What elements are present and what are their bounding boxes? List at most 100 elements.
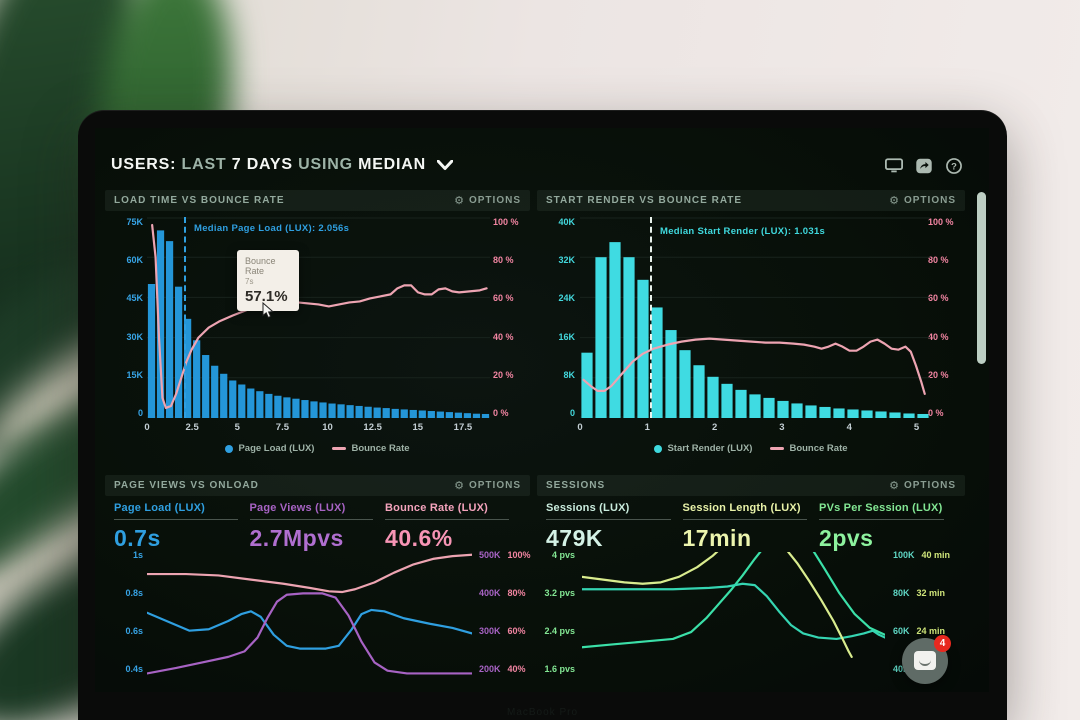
- legend-page-load[interactable]: Page Load (LUX): [225, 443, 314, 454]
- help-icon[interactable]: ?: [945, 158, 963, 174]
- metric-sessions: Sessions (LUX) 479K: [546, 502, 683, 552]
- legend-start-render[interactable]: Start Render (LUX): [654, 443, 752, 454]
- axis-tick: 5: [234, 422, 240, 433]
- axis-tick: 1.6 pvs: [544, 663, 575, 674]
- panel-title: SESSIONS: [546, 480, 606, 491]
- axis-tick: 8K: [563, 369, 575, 380]
- axis-tick: 1s: [132, 549, 143, 560]
- metric-page-views: Page Views (LUX) 2.7Mpvs: [249, 502, 386, 552]
- metric-pvs-per-session: PVs Per Session (LUX) 2pvs: [819, 502, 956, 552]
- legend-line-icon: [770, 447, 785, 450]
- title-using: USING: [298, 156, 353, 173]
- axis-tick-pair: 80K 32 min: [893, 587, 946, 598]
- axis-tick: 2.4 pvs: [544, 625, 575, 636]
- metric-page-load: Page Load (LUX) 0.7s: [114, 502, 250, 552]
- axis-tick: 3: [779, 422, 785, 433]
- axis-tick-pair: 200K 40%: [479, 663, 526, 674]
- page-views-chart: [147, 552, 472, 690]
- axis-tick-pair: 100K 40 min: [893, 549, 951, 560]
- axis-tick: 60 %: [493, 293, 514, 304]
- title-days: 7 DAYS: [231, 156, 293, 173]
- axis-tick: 2.5: [185, 422, 199, 433]
- median-line: [650, 217, 652, 418]
- y-axis-left-pvs: 4 pvs 3.2 pvs 2.4 pvs 1.6 pvs: [537, 549, 575, 690]
- axis-tick: 60 %: [928, 293, 949, 304]
- chart-tooltip: Bounce Rate 7s 57.1%: [237, 250, 299, 311]
- panel-start-render-header: START RENDER VS BOUNCE RATE ⚙ OPTIONS: [537, 190, 965, 211]
- median-label: Median Page Load (LUX): 2.056s: [194, 223, 350, 234]
- scrollbar-thumb[interactable]: [977, 192, 986, 364]
- start-render-chart: [580, 217, 930, 418]
- y-axis-right-bounce: 100 % 80 % 60 % 40 % 20 % 0 %: [928, 217, 963, 418]
- title-users: USERS:: [111, 156, 177, 173]
- axis-tick: 15K: [126, 369, 143, 380]
- options-button[interactable]: ⚙ OPTIONS: [454, 195, 521, 207]
- legend-line-icon: [332, 447, 347, 450]
- metric-value: 0.7s: [114, 525, 161, 551]
- axis-tick: 45K: [126, 293, 143, 304]
- median-line: [184, 217, 186, 418]
- load-time-chart: [147, 217, 490, 418]
- chat-widget-button[interactable]: 4: [902, 635, 951, 684]
- axis-tick: 7.5: [275, 422, 289, 433]
- options-button[interactable]: ⚙ OPTIONS: [454, 480, 521, 492]
- y-axis-left-load-time: 75K 60K 45K 30K 15K 0: [107, 217, 143, 418]
- axis-tick: 0 %: [928, 407, 944, 418]
- sessions-chart: [582, 552, 885, 690]
- dashboard-title-dropdown[interactable]: USERS: LAST 7 DAYS USING MEDIAN: [111, 156, 454, 174]
- panel-title: LOAD TIME VS BOUNCE RATE: [114, 195, 285, 206]
- chat-notification-badge: 4: [934, 635, 951, 652]
- metric-bounce-rate: Bounce Rate (LUX) 40.6%: [385, 502, 521, 552]
- axis-tick: 0: [137, 407, 143, 418]
- options-button[interactable]: ⚙ OPTIONS: [889, 195, 956, 207]
- axis-tick-pair: 60K 24 min: [893, 625, 946, 636]
- chat-bubble-icon: [914, 651, 936, 670]
- laptop-brand-label: MacBook Pro: [506, 707, 579, 718]
- axis-tick: 0.6s: [125, 625, 143, 636]
- axis-tick: 0 %: [493, 407, 509, 418]
- share-icon[interactable]: [915, 158, 933, 174]
- axis-tick: 40 %: [928, 331, 949, 342]
- axis-tick: 1: [644, 422, 650, 433]
- y-axis-right-page-views: 500K 100% 400K 80% 300K 60% 200K 40%: [479, 549, 531, 690]
- axis-tick: 15: [412, 422, 424, 433]
- axis-tick: 4 pvs: [551, 549, 575, 560]
- axis-tick-pair: 400K 80%: [479, 587, 526, 598]
- metric-value: 17min: [682, 525, 752, 551]
- gear-icon: ⚙: [454, 480, 465, 492]
- svg-text:?: ?: [951, 160, 957, 171]
- options-button[interactable]: ⚙ OPTIONS: [889, 480, 956, 492]
- axis-tick: 17.5: [453, 422, 473, 433]
- legend-dot-icon: [654, 444, 663, 453]
- metric-session-length: Session Length (LUX) 17min: [682, 502, 820, 552]
- axis-tick-pair: 40K: [893, 663, 910, 674]
- axis-tick: 20 %: [493, 369, 514, 380]
- axis-tick: 0.4s: [125, 663, 143, 674]
- x-axis-load-time: 0 2.5 5 7.5 10 12.5 15 17.5: [144, 422, 490, 434]
- axis-tick: 40 %: [493, 331, 514, 342]
- axis-tick: 30K: [126, 331, 143, 342]
- axis-tick-pair: 500K 100%: [479, 549, 531, 560]
- axis-tick: 24K: [558, 293, 575, 304]
- axis-tick: 80 %: [928, 255, 949, 266]
- axis-tick: 20 %: [928, 369, 949, 380]
- axis-tick: 2: [711, 422, 718, 433]
- laptop-bezel: USERS: LAST 7 DAYS USING MEDIAN ? LOAD T…: [78, 110, 1007, 720]
- axis-tick: 40K: [558, 217, 575, 227]
- panel-load-time-header: LOAD TIME VS BOUNCE RATE ⚙ OPTIONS: [105, 190, 530, 211]
- legend-bounce-rate[interactable]: Bounce Rate: [332, 443, 410, 454]
- axis-tick: 12.5: [363, 422, 382, 433]
- panel-page-views: PAGE VIEWS VS ONLOAD ⚙ OPTIONS Page Load …: [105, 475, 531, 692]
- axis-tick: 32K: [558, 255, 575, 266]
- legend-bounce-rate[interactable]: Bounce Rate: [770, 443, 848, 454]
- chevron-down-icon: [436, 159, 454, 170]
- monitor-icon[interactable]: [885, 158, 903, 174]
- axis-tick: 3.2 pvs: [544, 587, 575, 598]
- title-median: MEDIAN: [358, 156, 426, 173]
- axis-tick: 5: [913, 422, 920, 433]
- axis-tick: 100 %: [928, 217, 954, 227]
- x-axis-start-render: 0 1 2 3 4 5: [577, 422, 930, 434]
- legend-dot-icon: [225, 444, 234, 453]
- axis-tick: 60K: [126, 255, 143, 266]
- axis-tick: 75K: [126, 217, 143, 227]
